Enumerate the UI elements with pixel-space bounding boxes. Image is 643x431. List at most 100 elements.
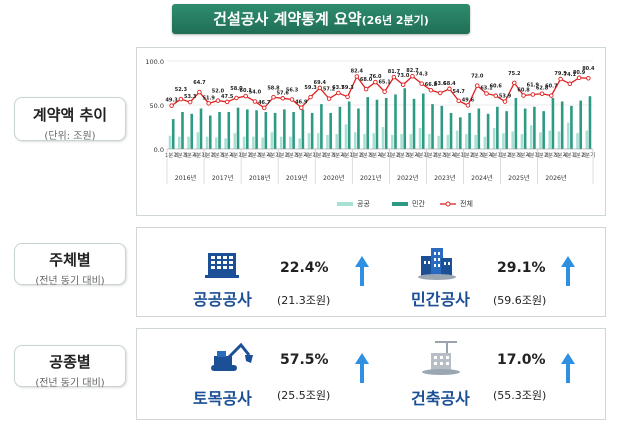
total-point [558, 76, 563, 82]
total-point [549, 93, 554, 98]
bar-public [455, 130, 459, 149]
x-quarter-label: 2분기 [433, 151, 447, 159]
bar-public [261, 137, 264, 149]
bar-private [440, 105, 444, 149]
total-point [178, 96, 184, 102]
bar-private [496, 106, 499, 149]
total-point [530, 92, 536, 97]
x-quarter-label: 3분기 [554, 151, 568, 159]
bar-public [539, 132, 542, 149]
x-quarter-label: 4분기 [341, 151, 355, 159]
bar-private [199, 108, 203, 149]
bar-public [566, 122, 570, 149]
bar-private [357, 108, 360, 149]
x-year-label: 2024년 [471, 174, 493, 182]
bar-public [353, 132, 357, 149]
bar-private [246, 109, 249, 149]
x-quarter-label: 3분기 [369, 151, 383, 159]
total-point [336, 90, 341, 96]
entity-panel: 공공공사 22.4% (21.3조원) 민간공사 29.1% (59.6조원) [136, 227, 606, 317]
total-point [215, 98, 221, 103]
building-icon [205, 250, 239, 282]
total-data-label: 74.1 [564, 72, 577, 78]
chart-point-labels: 49.3 52.353.3 64.7 51.952.047.5 58.060.154.0… [165, 66, 595, 106]
chart-axes: 0.050.0100.01분기2분기3분기4분기1분기2분기3분기4분기1분기2… [145, 58, 595, 184]
total-data-label: 60.1 [240, 88, 253, 94]
x-quarter-label: 2분기 [545, 151, 559, 159]
legend-swatch [392, 202, 408, 206]
bar-private [421, 93, 425, 149]
summary-period: (26년 2분기) [361, 14, 429, 27]
total-point [197, 89, 202, 95]
x-quarter-label: 4분기 [526, 151, 540, 159]
bar-private [459, 117, 462, 149]
public-up-arrow-icon [355, 256, 369, 286]
bar-public [224, 138, 227, 149]
x-quarter-label: 3분기 [517, 151, 531, 159]
x-quarter-label: 3분기 [332, 151, 346, 159]
total-data-label: 82.7 [406, 68, 419, 74]
bar-private [264, 112, 268, 149]
x-quarter-label: 3분기 [257, 151, 271, 159]
x-year-label: 2016년 [175, 174, 197, 182]
type-sub: (전년 동기 대비) [35, 378, 105, 389]
bar-public [390, 134, 394, 149]
public-works-pct: 22.4% [280, 260, 329, 276]
bar-private [329, 112, 332, 149]
x-quarter-label: 4분기 [193, 151, 207, 159]
bar-public [428, 134, 431, 149]
x-year-label: 2023년 [434, 174, 456, 182]
type-label: 공종별 [49, 353, 91, 371]
x-quarter-label: 2분기 [322, 151, 336, 159]
total-point [234, 95, 239, 101]
bar-public [529, 125, 533, 149]
total-data-label: 79.5 [554, 71, 567, 77]
bar-private [301, 109, 305, 149]
total-point [345, 94, 350, 100]
bar-private [366, 97, 370, 149]
bar-public [446, 134, 450, 149]
total-point [354, 74, 360, 79]
bar-private [273, 112, 277, 149]
total-data-label: 63.7 [332, 85, 345, 91]
bar-private [255, 110, 258, 149]
total-point [521, 93, 526, 98]
x-quarter-label: 1분기 [276, 151, 290, 159]
legend-marker [445, 201, 451, 207]
bar-public [363, 134, 366, 149]
total-point [326, 96, 332, 101]
chart-total-line [169, 73, 591, 111]
total-data-label: 62.8 [536, 86, 549, 92]
civil-works-pct: 57.5% [280, 352, 329, 368]
bar-private [218, 112, 221, 149]
bar-public [492, 127, 496, 149]
civil-works-amount: (25.5조원) [277, 389, 331, 402]
x-year-label: 2026년 [545, 174, 567, 182]
total-point [539, 91, 545, 96]
bar-public [437, 135, 440, 149]
bar-private [403, 88, 407, 149]
x-quarter-label: 3분기 [220, 151, 234, 159]
building-works-amount: (55.3조원) [493, 389, 547, 402]
bar-public [400, 134, 403, 149]
crane-building-icon [421, 339, 461, 379]
x-quarter-label: 2분기 [507, 151, 521, 159]
x-quarter-label: 2분기 [582, 151, 596, 159]
total-data-label: 54.7 [453, 89, 466, 95]
total-data-label: 49.6 [462, 97, 475, 103]
x-year-label: 2019년 [286, 174, 308, 182]
chart-bars [168, 88, 592, 149]
total-data-label: 80.4 [582, 66, 595, 72]
total-data-label: 58.8 [267, 85, 280, 91]
total-data-label: 61.9 [527, 83, 540, 89]
trend-unit: (단위: 조원) [44, 131, 96, 142]
x-year-label: 2022년 [397, 174, 419, 182]
x-quarter-label: 2분기 [359, 151, 373, 159]
total-point [280, 96, 286, 101]
bar-public [205, 136, 209, 149]
civil-up-arrow-icon [355, 353, 369, 383]
entity-label-box: 주체별 (전년 동기 대비) [14, 243, 126, 287]
civil-works-name: 토목공사 [193, 389, 252, 408]
y-tick-label: 100.0 [145, 58, 164, 66]
bar-private [320, 104, 323, 149]
